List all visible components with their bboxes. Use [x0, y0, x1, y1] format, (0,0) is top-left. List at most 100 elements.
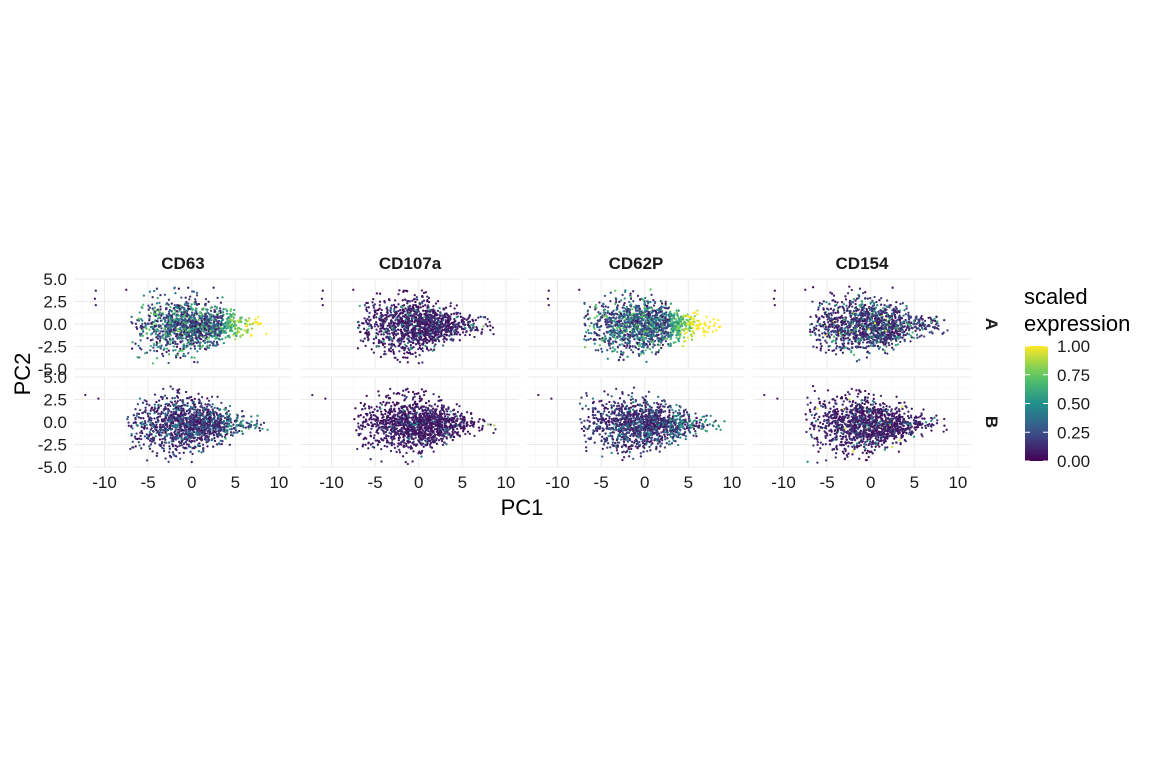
data-point	[935, 316, 937, 318]
data-point	[594, 339, 596, 341]
data-point	[434, 339, 436, 341]
data-point	[867, 345, 869, 347]
data-point	[629, 324, 631, 326]
data-point	[415, 313, 417, 315]
data-point	[152, 328, 154, 330]
data-point	[188, 308, 190, 310]
data-point	[159, 305, 161, 307]
data-point	[924, 320, 926, 322]
data-point	[169, 340, 171, 342]
data-point	[260, 322, 262, 324]
data-point	[618, 301, 620, 303]
data-point	[377, 345, 379, 347]
data-point	[422, 350, 424, 352]
data-point	[867, 351, 869, 353]
data-point	[647, 322, 649, 324]
data-point	[390, 320, 392, 322]
data-point	[843, 312, 845, 314]
data-point	[187, 305, 189, 307]
data-point	[678, 330, 680, 332]
data-point	[441, 314, 443, 316]
data-point	[641, 319, 643, 321]
data-point	[892, 338, 894, 340]
data-point	[221, 320, 223, 322]
data-point	[233, 316, 235, 318]
data-point	[584, 346, 586, 348]
data-point	[169, 306, 171, 308]
data-point	[388, 348, 390, 350]
data-point	[708, 327, 710, 329]
data-point	[221, 296, 223, 298]
data-point	[184, 311, 186, 313]
data-point	[846, 333, 848, 335]
data-point	[378, 318, 380, 320]
data-point	[189, 295, 191, 297]
data-point	[411, 336, 413, 338]
data-point	[449, 330, 451, 332]
data-point	[409, 336, 411, 338]
data-point	[593, 323, 595, 325]
data-point	[415, 335, 417, 337]
data-point	[644, 330, 646, 332]
data-point	[182, 347, 184, 349]
data-point	[826, 335, 828, 337]
data-point	[870, 302, 872, 304]
data-point	[597, 349, 599, 351]
data-point	[865, 346, 867, 348]
data-point	[243, 329, 245, 331]
data-point	[162, 334, 164, 336]
data-point	[216, 306, 218, 308]
data-point	[688, 316, 690, 318]
data-point	[429, 310, 431, 312]
data-point	[391, 327, 393, 329]
data-point	[162, 355, 164, 357]
data-point	[623, 302, 625, 304]
data-point	[148, 329, 150, 331]
data-point	[183, 325, 185, 327]
data-point	[216, 297, 218, 299]
data-point	[372, 298, 374, 300]
data-point	[206, 338, 208, 340]
data-point	[253, 321, 255, 323]
data-point	[916, 327, 918, 329]
data-point	[444, 328, 446, 330]
data-point	[639, 308, 641, 310]
data-point	[659, 344, 661, 346]
data-point	[670, 338, 672, 340]
data-point	[410, 324, 412, 326]
data-point	[392, 351, 394, 353]
data-point	[879, 329, 881, 331]
data-point	[650, 324, 652, 326]
data-point	[648, 318, 650, 320]
data-point	[450, 338, 452, 340]
data-point	[875, 301, 877, 303]
data-point	[657, 340, 659, 342]
data-point	[645, 332, 647, 334]
data-point	[399, 337, 401, 339]
data-point	[638, 353, 640, 355]
data-point	[170, 310, 172, 312]
data-point	[407, 361, 409, 363]
data-point	[168, 299, 170, 301]
data-point	[409, 313, 411, 315]
data-point	[599, 319, 601, 321]
data-point	[444, 325, 446, 327]
data-point	[651, 351, 653, 353]
data-point	[616, 327, 618, 329]
data-point	[380, 333, 382, 335]
data-point	[686, 315, 688, 317]
data-point	[605, 323, 607, 325]
data-point	[400, 329, 402, 331]
data-point	[224, 332, 226, 334]
data-point	[367, 339, 369, 341]
data-point	[456, 304, 458, 306]
data-point	[434, 314, 436, 316]
data-point	[455, 312, 457, 314]
data-point	[679, 325, 681, 327]
data-point	[404, 307, 406, 309]
panel-cd62p-a	[527, 279, 745, 369]
data-point	[438, 336, 440, 338]
data-point	[814, 334, 816, 336]
data-point	[204, 328, 206, 330]
data-point	[620, 320, 622, 322]
